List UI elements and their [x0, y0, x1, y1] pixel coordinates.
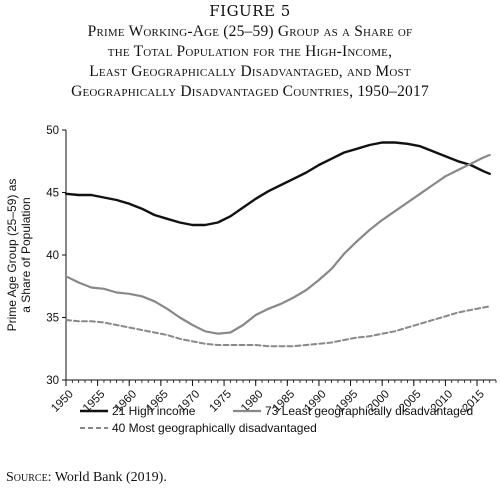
source-prefix: Source: — [6, 470, 52, 485]
title-line-2: the Total Population for the High-Income… — [107, 43, 393, 60]
y-tick-label: 40 — [46, 250, 59, 262]
series-line-most-disadvantaged — [65, 305, 491, 348]
legend-label-most: 40 Most geographically disadvantaged — [112, 421, 317, 435]
chart-title: Prime Working-Age (25–59) Group as a Sha… — [0, 22, 500, 102]
source-note: Source: World Bank (2019). — [6, 470, 167, 486]
y-axis-label-line-2: a Share of Population — [19, 197, 33, 312]
legend-label-high-income: 21 High income — [112, 404, 196, 418]
x-tick-label: 1975 — [207, 388, 234, 415]
y-tick-label: 30 — [46, 375, 59, 387]
series-line-least-disadvantaged — [64, 153, 491, 335]
x-tick-label: 1950 — [49, 388, 76, 415]
y-tick-label: 45 — [46, 188, 59, 200]
y-axis-label-line-1: Prime Age Group (25–59) as — [5, 179, 19, 332]
y-axis-label: Prime Age Group (25–59) as a Share of Po… — [5, 179, 33, 332]
chart-series — [64, 141, 491, 348]
title-line-1: Prime Working-Age (25–59) Group as a Sha… — [87, 23, 413, 40]
title-line-4: Geographically Disadvantaged Countries, … — [71, 83, 429, 100]
series-line-high-income — [64, 141, 491, 227]
figure-label: FIGURE 5 — [209, 2, 291, 20]
chart-legend: 21 High income 73 Least geographically d… — [80, 404, 473, 435]
y-tick-label: 35 — [46, 313, 59, 325]
source-text: World Bank (2019). — [54, 470, 167, 485]
y-tick-label: 50 — [46, 125, 59, 137]
legend-label-least: 73 Least geographically disadvantaged — [265, 404, 473, 418]
title-line-3: Least Geographically Disadvantaged, and … — [89, 63, 411, 80]
